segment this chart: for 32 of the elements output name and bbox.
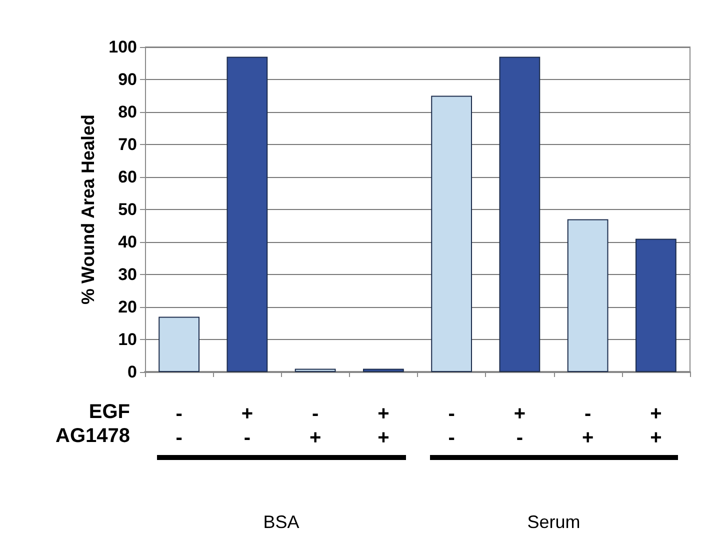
y-tick-label: 70 bbox=[118, 135, 137, 154]
x-tick-label: - + bbox=[582, 403, 594, 449]
y-tick-label: 10 bbox=[118, 330, 137, 349]
x-tick-label: + + bbox=[378, 403, 390, 449]
y-tick-label: 40 bbox=[118, 232, 137, 252]
bar bbox=[567, 219, 608, 372]
y-tick-label: 80 bbox=[118, 102, 137, 122]
text: BSA bbox=[263, 512, 300, 532]
text: AG1478 bbox=[56, 425, 130, 447]
bar bbox=[499, 56, 540, 372]
bar bbox=[636, 238, 676, 372]
y-tick-label: 30 bbox=[118, 265, 137, 284]
x-tick-label: - - bbox=[448, 403, 455, 449]
bar bbox=[431, 96, 472, 372]
x-tick-label: + - bbox=[514, 403, 526, 449]
y-axis-title: % Wound Area Healed bbox=[78, 114, 98, 305]
x-tick-label: + - bbox=[241, 403, 254, 449]
y-tick-label: 100 bbox=[108, 38, 137, 56]
text: Serum bbox=[527, 512, 580, 532]
y-tick-label: 50 bbox=[118, 200, 137, 219]
x-tick-label: - + bbox=[309, 403, 322, 449]
x-tick-label: + + bbox=[650, 403, 662, 449]
bar bbox=[294, 368, 336, 372]
bar bbox=[158, 316, 200, 372]
text: EGF bbox=[88, 401, 130, 423]
y-tick-label: 60 bbox=[118, 168, 137, 186]
bar bbox=[226, 56, 268, 372]
bar bbox=[363, 368, 404, 372]
y-tick-label: 0 bbox=[128, 362, 137, 382]
y-tick-label: 90 bbox=[118, 70, 137, 89]
y-tick-label: 20 bbox=[118, 298, 137, 316]
x-tick-label: - - bbox=[176, 403, 182, 449]
